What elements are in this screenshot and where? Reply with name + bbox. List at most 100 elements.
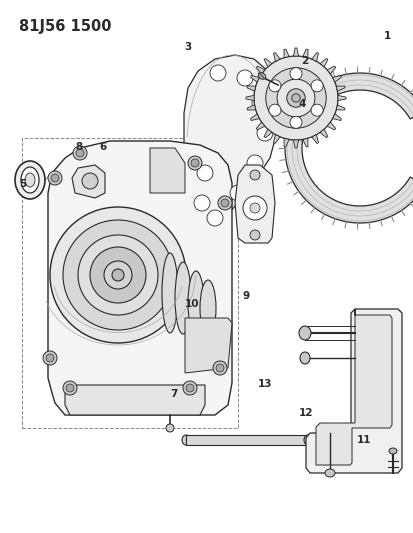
Circle shape bbox=[183, 381, 197, 395]
Circle shape bbox=[230, 185, 245, 201]
Circle shape bbox=[188, 156, 202, 170]
Polygon shape bbox=[335, 86, 344, 91]
Circle shape bbox=[252, 95, 267, 111]
Text: 13: 13 bbox=[257, 379, 272, 389]
Polygon shape bbox=[332, 76, 341, 82]
Polygon shape bbox=[185, 435, 307, 445]
Circle shape bbox=[51, 174, 59, 182]
Text: 9: 9 bbox=[242, 291, 249, 301]
Circle shape bbox=[256, 125, 272, 141]
Ellipse shape bbox=[182, 435, 190, 445]
Polygon shape bbox=[247, 105, 255, 110]
Polygon shape bbox=[302, 138, 307, 147]
Circle shape bbox=[104, 261, 132, 289]
Polygon shape bbox=[273, 135, 280, 143]
Ellipse shape bbox=[175, 262, 190, 334]
Circle shape bbox=[247, 155, 262, 171]
Circle shape bbox=[66, 384, 74, 392]
Text: 8: 8 bbox=[75, 142, 82, 151]
Polygon shape bbox=[256, 122, 264, 130]
Ellipse shape bbox=[388, 448, 396, 454]
Circle shape bbox=[112, 269, 124, 281]
Circle shape bbox=[221, 199, 228, 207]
Text: 2: 2 bbox=[300, 56, 307, 66]
Text: 12: 12 bbox=[298, 408, 313, 418]
Circle shape bbox=[289, 116, 301, 128]
Polygon shape bbox=[65, 385, 204, 415]
Polygon shape bbox=[72, 165, 105, 198]
Circle shape bbox=[268, 104, 280, 116]
Polygon shape bbox=[263, 58, 271, 67]
Ellipse shape bbox=[298, 326, 310, 340]
Circle shape bbox=[236, 70, 252, 86]
Polygon shape bbox=[250, 114, 259, 120]
Polygon shape bbox=[311, 53, 318, 61]
Polygon shape bbox=[273, 53, 280, 61]
Circle shape bbox=[76, 149, 84, 157]
Circle shape bbox=[254, 56, 337, 140]
Circle shape bbox=[209, 65, 225, 81]
Polygon shape bbox=[332, 114, 341, 120]
Polygon shape bbox=[293, 140, 298, 148]
Ellipse shape bbox=[21, 167, 39, 193]
Ellipse shape bbox=[25, 173, 35, 187]
Text: 3: 3 bbox=[184, 42, 192, 52]
Circle shape bbox=[268, 80, 280, 92]
Polygon shape bbox=[326, 66, 335, 74]
Polygon shape bbox=[293, 48, 298, 56]
Text: 10: 10 bbox=[185, 299, 199, 309]
Polygon shape bbox=[283, 49, 289, 58]
Polygon shape bbox=[326, 122, 335, 130]
Text: 81J56 1500: 81J56 1500 bbox=[19, 19, 111, 34]
Ellipse shape bbox=[188, 271, 204, 335]
Circle shape bbox=[249, 230, 259, 240]
Polygon shape bbox=[319, 129, 327, 138]
Circle shape bbox=[185, 384, 194, 392]
Polygon shape bbox=[319, 58, 327, 67]
Polygon shape bbox=[263, 129, 271, 138]
Circle shape bbox=[90, 247, 146, 303]
Circle shape bbox=[242, 196, 266, 220]
Ellipse shape bbox=[324, 469, 334, 477]
Circle shape bbox=[73, 146, 87, 160]
Circle shape bbox=[166, 424, 173, 432]
Circle shape bbox=[310, 104, 322, 116]
Circle shape bbox=[249, 170, 259, 180]
Circle shape bbox=[197, 165, 212, 181]
Circle shape bbox=[48, 171, 62, 185]
Polygon shape bbox=[150, 148, 185, 193]
Circle shape bbox=[190, 159, 199, 167]
Polygon shape bbox=[256, 66, 264, 74]
Circle shape bbox=[206, 210, 223, 226]
Polygon shape bbox=[285, 73, 413, 223]
Polygon shape bbox=[335, 105, 344, 110]
Polygon shape bbox=[311, 135, 318, 143]
Polygon shape bbox=[245, 95, 254, 101]
Polygon shape bbox=[250, 76, 259, 82]
Circle shape bbox=[63, 220, 173, 330]
Circle shape bbox=[310, 80, 322, 92]
Circle shape bbox=[212, 361, 226, 375]
Circle shape bbox=[289, 68, 301, 79]
Circle shape bbox=[46, 354, 54, 362]
Ellipse shape bbox=[15, 161, 45, 199]
Ellipse shape bbox=[161, 253, 178, 333]
Circle shape bbox=[63, 381, 77, 395]
Circle shape bbox=[43, 351, 57, 365]
Ellipse shape bbox=[303, 435, 311, 445]
Circle shape bbox=[286, 89, 304, 107]
Ellipse shape bbox=[199, 280, 216, 336]
Ellipse shape bbox=[258, 72, 265, 79]
Circle shape bbox=[194, 195, 209, 211]
Circle shape bbox=[216, 364, 223, 372]
Ellipse shape bbox=[299, 352, 309, 364]
Polygon shape bbox=[302, 49, 307, 58]
Polygon shape bbox=[305, 309, 401, 473]
Circle shape bbox=[265, 68, 325, 128]
Text: 11: 11 bbox=[356, 435, 371, 445]
Polygon shape bbox=[183, 55, 277, 238]
Polygon shape bbox=[283, 138, 289, 147]
Text: 4: 4 bbox=[298, 99, 305, 109]
Polygon shape bbox=[48, 141, 231, 415]
Text: 5: 5 bbox=[19, 179, 26, 189]
